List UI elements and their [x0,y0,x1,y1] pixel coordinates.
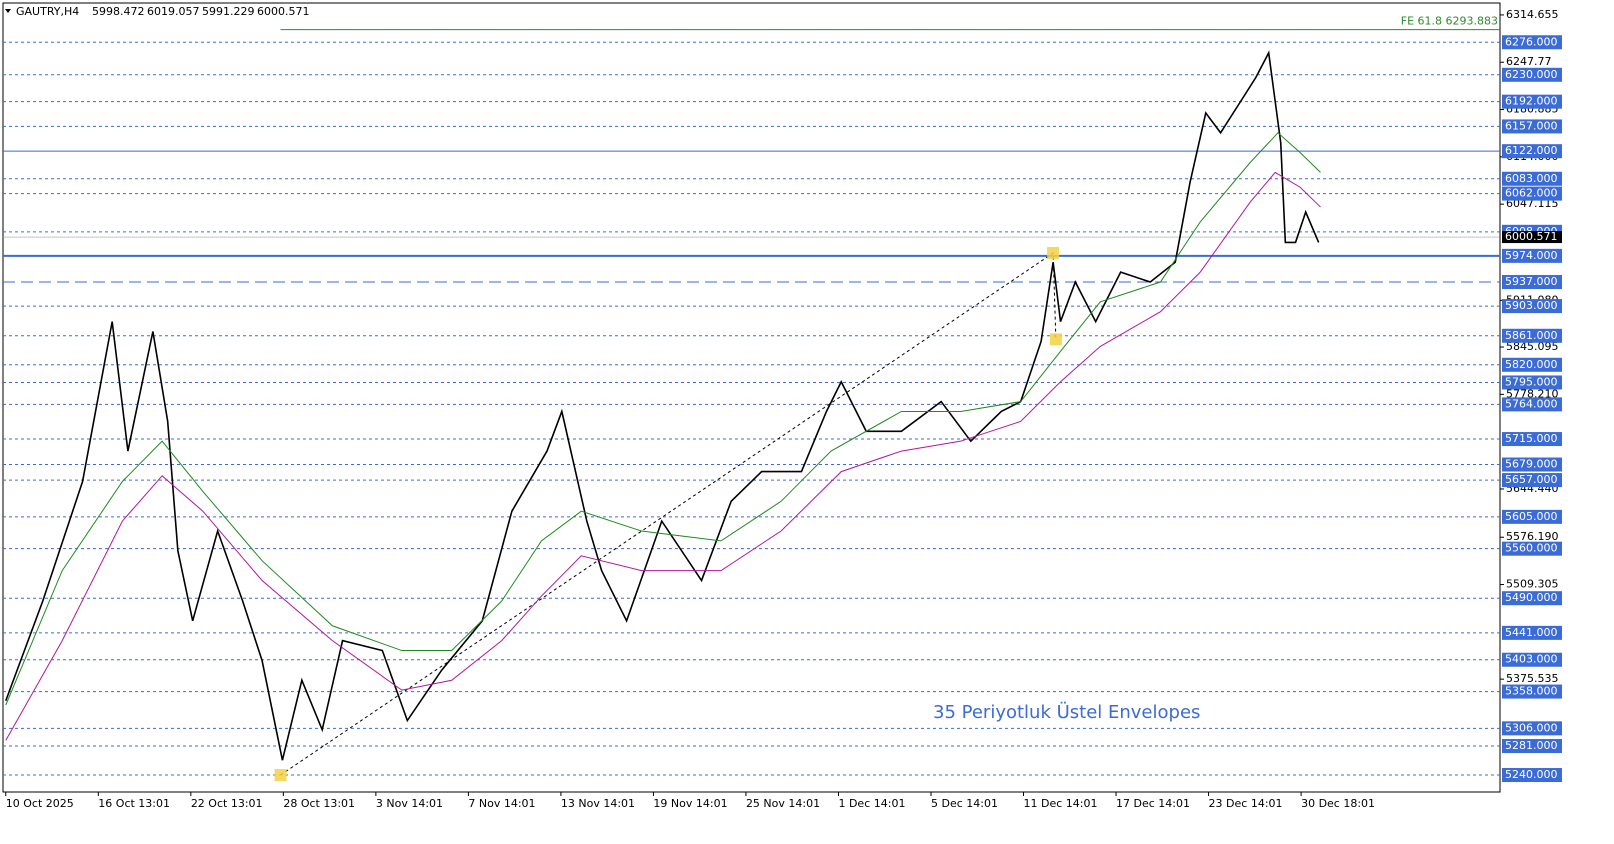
ohlc-value: 5991.229 [202,5,255,18]
level-label-bg [1502,328,1562,343]
price-line [5,50,1320,761]
y-tick-label: 5509.305 [1506,578,1559,591]
x-tick-label: 25 Nov 14:01 [746,797,820,810]
last-price-label: 6000.571 [1505,230,1558,243]
ohlc-value: 5998.472 [92,5,145,18]
x-tick-label: 28 Oct 13:01 [283,797,355,810]
level-label-bg [1502,67,1562,82]
level-label-bg [1502,275,1562,290]
level-label: 5306.000 [1505,721,1558,734]
level-label: 6122.000 [1505,144,1558,157]
level-label-bg [1502,432,1562,447]
x-tick-label: 11 Dec 14:01 [1024,797,1098,810]
x-tick-label: 16 Oct 13:01 [98,797,170,810]
level-label: 5560.000 [1505,542,1558,555]
price-line [5,171,1321,741]
level-label-bg [1502,119,1562,134]
level-label: 5820.000 [1505,358,1558,371]
level-label-bg [1502,375,1562,390]
level-label: 5764.000 [1505,397,1558,410]
price-line [5,132,1321,706]
plot-frame [2,2,1501,793]
level-label: 6157.000 [1505,119,1558,132]
level-label: 6062.000 [1505,187,1558,200]
level-label-bg [1502,299,1562,314]
level-label-bg [1502,739,1562,754]
level-label-bg [1502,473,1562,488]
level-label: 5974.000 [1505,249,1558,262]
level-label: 5240.000 [1505,768,1558,781]
level-label: 5795.000 [1505,375,1558,388]
y-tick-label: 6314.655 [1506,8,1559,21]
level-label-bg [1502,248,1562,263]
level-label: 5715.000 [1505,432,1558,445]
x-tick-label: 3 Nov 14:01 [376,797,443,810]
level-label-bg [1502,171,1562,186]
fibo-point [274,769,287,782]
last-price-bg [1502,231,1562,244]
fibo-point [1047,247,1060,260]
level-label-bg [1502,684,1562,699]
level-label-bg [1502,509,1562,524]
level-label-bg [1502,397,1562,412]
level-label-bg [1502,768,1562,783]
level-label: 5441.000 [1505,626,1558,639]
y-tick-label: 5576.190 [1506,530,1559,543]
level-label: 5605.000 [1505,510,1558,523]
level-label: 6192.000 [1505,95,1558,108]
y-tick-label: 5845.095 [1506,340,1559,353]
y-tick-label: 5778.210 [1506,387,1559,400]
level-label-bg [1502,35,1562,50]
level-label-bg [1502,541,1562,556]
level-label: 5679.000 [1505,458,1558,471]
level-label-bg [1502,591,1562,606]
x-tick-label: 13 Nov 14:01 [561,797,635,810]
level-label-bg [1502,94,1562,109]
level-label-bg [1502,721,1562,736]
fe-label: FE 61.8 6293.883 [1401,15,1498,28]
level-label-bg [1502,144,1562,159]
level-label-bg [1502,186,1562,201]
level-label: 5403.000 [1505,653,1558,666]
level-label: 5490.000 [1505,591,1558,604]
menu-arrow [5,9,11,13]
ohlc-value: 6000.571 [257,5,310,18]
ohlc-value: 6019.057 [147,5,200,18]
x-tick-label: 17 Dec 14:01 [1116,797,1190,810]
level-label: 6083.000 [1505,172,1558,185]
annotation: 35 Periyotluk Üstel Envelopes [933,701,1200,723]
level-label: 5903.000 [1505,299,1558,312]
level-label-bg [1502,457,1562,472]
fibo-point [1049,333,1062,346]
level-label: 5281.000 [1505,739,1558,752]
x-tick-label: 19 Nov 14:01 [653,797,727,810]
x-tick-label: 22 Oct 13:01 [191,797,263,810]
y-tick-label: 5375.535 [1506,672,1559,685]
x-tick-label: 1 Dec 14:01 [838,797,905,810]
level-label-bg [1502,652,1562,667]
level-label: 5657.000 [1505,473,1558,486]
y-tick-label: 6247.77 [1506,55,1552,68]
level-label-bg [1502,357,1562,372]
level-label: 5937.000 [1505,275,1558,288]
x-tick-label: 23 Dec 14:01 [1209,797,1283,810]
x-tick-label: 5 Dec 14:01 [931,797,998,810]
x-tick-label: 7 Nov 14:01 [468,797,535,810]
level-label: 6276.000 [1505,35,1558,48]
level-label: 5861.000 [1505,329,1558,342]
level-label-bg [1502,625,1562,640]
x-tick-label: 10 Oct 2025 [6,797,74,810]
level-label: 5358.000 [1505,685,1558,698]
chart-title: GAUTRY,H4 [16,5,79,18]
x-tick-label: 30 Dec 18:01 [1301,797,1375,810]
level-label: 6230.000 [1505,68,1558,81]
